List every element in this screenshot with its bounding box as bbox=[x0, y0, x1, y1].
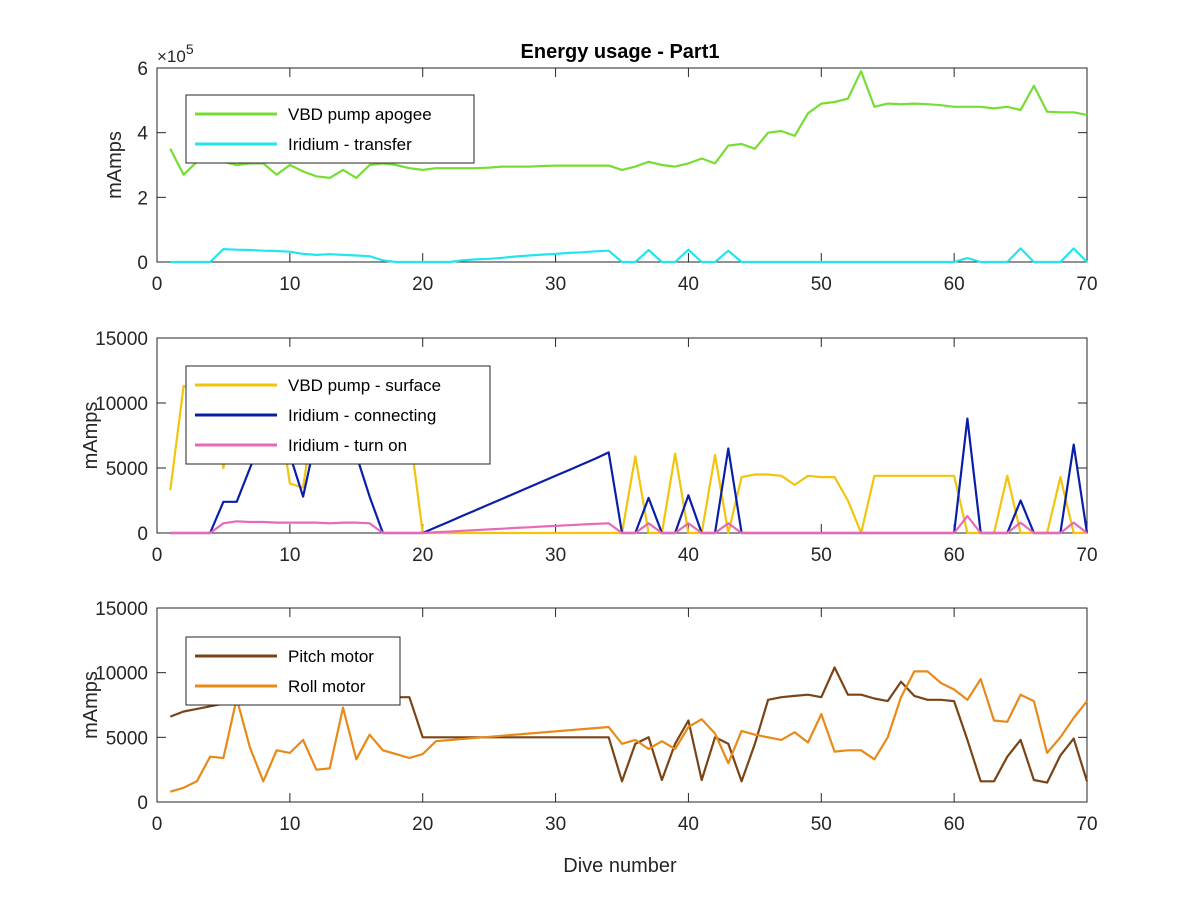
x-tick-label: 70 bbox=[1076, 814, 1097, 835]
y-axis-label: mAmps bbox=[104, 131, 126, 199]
legend-entry: Iridium - connecting bbox=[288, 406, 436, 425]
x-tick-label: 40 bbox=[678, 545, 699, 566]
panel-middle: 0 10 20 30 40 50 60 70 0 5000 10000 15000 mAmps VBD p… bbox=[80, 329, 1098, 566]
x-tick-label: 30 bbox=[545, 545, 566, 566]
panel-top: 0 10 20 30 40 50 60 70 0 2 4 6 ×105 mAmps VBD pump apo… bbox=[104, 41, 1098, 295]
y-tick-label: 0 bbox=[137, 793, 148, 814]
y-tick-label: 6 bbox=[137, 59, 148, 80]
x-tick-label: 40 bbox=[678, 274, 699, 295]
x-tick-label: 50 bbox=[811, 814, 832, 835]
x-tick-label: 70 bbox=[1076, 274, 1097, 295]
y-tick-label: 4 bbox=[137, 124, 148, 145]
y-tick-label: 15000 bbox=[95, 599, 148, 620]
legend-entry: VBD pump apogee bbox=[288, 105, 432, 124]
y-axis-label: mAmps bbox=[80, 402, 102, 470]
y-tick-label: 15000 bbox=[95, 329, 148, 350]
y-exponent-label: ×105 bbox=[157, 41, 194, 66]
x-tick-label: 50 bbox=[811, 545, 832, 566]
x-tick-label: 0 bbox=[152, 814, 163, 835]
legend-entry: Iridium - transfer bbox=[288, 135, 412, 154]
y-tick-label: 10000 bbox=[95, 394, 148, 415]
x-tick-label: 30 bbox=[545, 814, 566, 835]
chart-title: Energy usage - Part1 bbox=[521, 41, 720, 63]
x-tick-label: 40 bbox=[678, 814, 699, 835]
legend-box bbox=[185, 94, 475, 164]
y-tick-label: 0 bbox=[137, 524, 148, 545]
x-tick-label: 50 bbox=[811, 274, 832, 295]
y-exponent-power: 5 bbox=[186, 41, 194, 57]
series-line-roll-motor bbox=[169, 670, 1088, 793]
x-tick-label: 0 bbox=[152, 274, 163, 295]
x-tick-label: 20 bbox=[412, 814, 433, 835]
x-tick-label: 0 bbox=[152, 545, 163, 566]
x-tick-label: 30 bbox=[545, 274, 566, 295]
y-tick-label: 5000 bbox=[106, 728, 148, 749]
series-line-iridium-turn-on bbox=[170, 514, 1088, 535]
x-tick-label: 60 bbox=[944, 814, 965, 835]
y-axis-label: mAmps bbox=[80, 671, 102, 739]
x-tick-label: 20 bbox=[412, 274, 433, 295]
legend-entry: Pitch motor bbox=[288, 647, 374, 666]
x-tick-label: 70 bbox=[1076, 545, 1097, 566]
x-tick-label: 20 bbox=[412, 545, 433, 566]
y-tick-label: 10000 bbox=[95, 664, 148, 685]
legend-entry: Iridium - turn on bbox=[288, 436, 407, 455]
x-tick-label: 10 bbox=[279, 274, 300, 295]
y-tick-label: 5000 bbox=[106, 459, 148, 480]
x-tick-label: 60 bbox=[944, 545, 965, 566]
series-line-vbd-pump-apogee bbox=[169, 70, 1088, 179]
x-axis-label: Dive number bbox=[563, 855, 677, 877]
y-tick-label: 0 bbox=[137, 253, 148, 274]
x-tick-label: 60 bbox=[944, 274, 965, 295]
legend-entry: Roll motor bbox=[288, 677, 366, 696]
y-tick-label: 2 bbox=[137, 188, 148, 209]
x-tick-label: 10 bbox=[279, 545, 300, 566]
series-line-iridium-transfer bbox=[170, 247, 1088, 264]
legend-box bbox=[185, 636, 401, 706]
x-tick-label: 10 bbox=[279, 814, 300, 835]
panel-bottom: 0 10 20 30 40 50 60 70 0 5000 10000 15000 mAmps Pitch… bbox=[80, 599, 1098, 835]
legend-entry: VBD pump - surface bbox=[288, 376, 441, 395]
